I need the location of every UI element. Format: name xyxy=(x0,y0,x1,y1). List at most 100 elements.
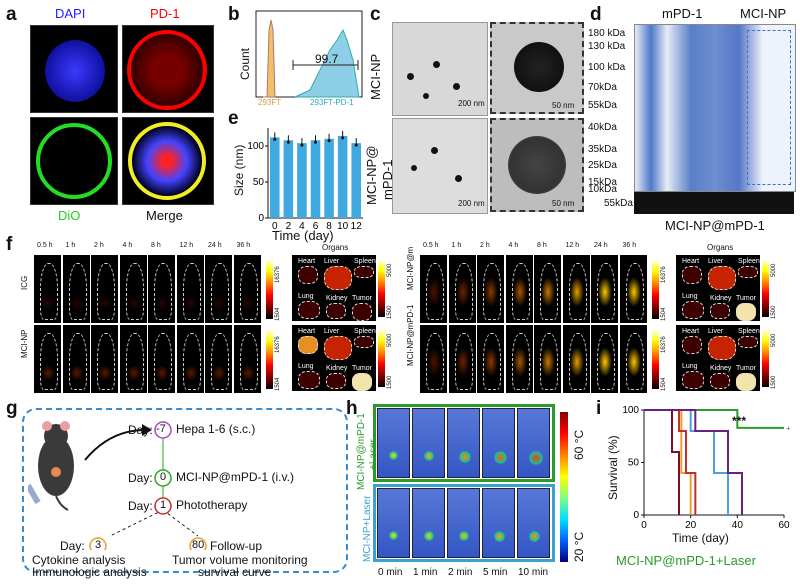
thermal-spot xyxy=(529,531,541,543)
d-marker: 70kDa xyxy=(588,82,617,93)
f-colorbar xyxy=(652,329,659,389)
e-xtick: 12 xyxy=(351,221,363,232)
mouse-outline xyxy=(97,333,115,390)
ivis-frame xyxy=(562,255,590,323)
ivis-frame xyxy=(619,325,647,393)
ivis-frame xyxy=(591,325,618,393)
organs-image: Heart Liver Spleen Lung Kidney Tumor xyxy=(676,325,760,391)
e-bar xyxy=(283,140,294,218)
e-xlabel: Time (day) xyxy=(272,228,334,243)
signal-glow xyxy=(569,277,584,307)
thermal-spot xyxy=(529,451,543,465)
thermal-frame xyxy=(517,488,550,558)
signal-glow xyxy=(427,347,441,377)
ivis-frame xyxy=(34,325,61,393)
mouse-outline xyxy=(239,333,258,390)
mouse-outline xyxy=(182,333,201,390)
e-xtick: 4 xyxy=(299,221,305,232)
organ-spleen xyxy=(738,266,758,278)
signal-glow xyxy=(41,295,55,311)
g-d5: 80 xyxy=(192,539,205,551)
organ-tumor xyxy=(352,373,372,391)
panel-label-h: h xyxy=(346,398,358,419)
mouse-outline xyxy=(597,333,615,390)
organ-label-kidney: Kidney xyxy=(326,365,348,372)
f-time-label: 24 h xyxy=(208,242,222,249)
g-day-2: Day: xyxy=(128,471,153,485)
d-lane1: mPD-1 xyxy=(662,6,703,21)
signal-glow xyxy=(455,277,470,307)
signal-glow xyxy=(484,277,498,307)
f-time-label: 0.5 h xyxy=(423,242,439,249)
signal-glow xyxy=(69,365,84,381)
i-xlabel: Time (day) xyxy=(672,531,729,545)
f-row-mci: MCI-NP xyxy=(20,329,29,358)
ivis-frame xyxy=(119,255,147,323)
ivis-frame xyxy=(448,255,476,323)
h-time-label: 0 min xyxy=(378,567,403,578)
h-time-label: 1 min xyxy=(413,567,438,578)
organ-liver xyxy=(708,266,736,290)
ivis-frame xyxy=(420,255,447,323)
organ-label-spleen: Spleen xyxy=(354,328,376,335)
panel-label-a: a xyxy=(6,4,17,25)
mouse-outline xyxy=(40,333,58,390)
g-day-1: Day: xyxy=(128,423,153,437)
c-row2a: MCI-NP@ xyxy=(364,145,379,205)
mouse-outline xyxy=(511,263,530,320)
signal-glow xyxy=(455,347,470,377)
organ-tumor xyxy=(352,303,372,321)
organ-lung xyxy=(298,371,320,389)
mouse-outline xyxy=(625,263,644,320)
e-bar xyxy=(337,135,348,218)
f-time-label: 8 h xyxy=(151,242,161,249)
signal-glow xyxy=(569,347,584,377)
mouse-outline xyxy=(454,333,473,390)
organ-label-tumor: Tumor xyxy=(736,365,756,372)
mouse-outline xyxy=(426,263,444,320)
ivis-frame xyxy=(34,255,61,323)
e-xtick: 6 xyxy=(313,221,319,232)
ivis-frame xyxy=(176,325,204,393)
f-time-label: 1 h xyxy=(451,242,462,249)
signal-glow xyxy=(183,295,198,311)
mouse-outline xyxy=(540,333,558,390)
g-left1: Cytokine analysis xyxy=(32,553,126,567)
signal-glow xyxy=(126,365,141,381)
organ-heart xyxy=(682,266,702,284)
organ-liver xyxy=(324,266,352,290)
organs-image: Heart Liver Spleen Lung Kidney Tumor xyxy=(292,255,376,321)
f-colorbar xyxy=(266,259,273,319)
organ-cb-hi: 5000 xyxy=(387,263,393,277)
signal-glow xyxy=(69,295,84,311)
organ-cb-lo: 1500 xyxy=(387,375,393,389)
merge-image xyxy=(122,117,214,205)
mouse-outline xyxy=(97,263,115,320)
f-time-label: 12 h xyxy=(179,242,194,249)
organ-label-liver: Liver xyxy=(324,258,340,265)
e-ytick: 0 xyxy=(258,213,264,224)
tem-mpd-zoom xyxy=(490,118,584,212)
organ-liver xyxy=(324,336,352,360)
d-marker: 100 kDa xyxy=(588,62,626,73)
h-lo: 20 °C xyxy=(572,531,586,562)
organ-heart xyxy=(298,336,318,354)
organ-label-lung: Lung xyxy=(298,293,314,300)
signal-glow xyxy=(98,295,112,311)
e-bar xyxy=(351,143,361,218)
f-cb-hi: 16376 xyxy=(661,266,667,283)
f-time-label: 8 h xyxy=(537,242,547,249)
i-sig: *** xyxy=(732,414,747,428)
ivis-frame xyxy=(534,325,561,393)
ivis-frame xyxy=(233,325,261,393)
i-ytick: 100 xyxy=(622,405,639,416)
i-xtick: 20 xyxy=(685,520,697,531)
mouse-outline xyxy=(568,263,587,320)
organs-image: Heart Liver Spleen Lung Kidney Tumor xyxy=(676,255,760,321)
thermal-frame xyxy=(377,408,410,478)
mouse-outline xyxy=(182,263,201,320)
svg-text:+: + xyxy=(786,424,791,433)
thermal-spot xyxy=(459,531,470,542)
mouse-outline xyxy=(40,263,58,320)
d-marker: 35kDa xyxy=(588,144,617,155)
